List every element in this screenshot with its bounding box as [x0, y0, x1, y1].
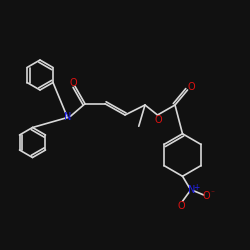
Text: N: N [188, 185, 195, 195]
Text: N: N [64, 112, 71, 122]
Text: +: + [194, 182, 200, 192]
Text: ⁻: ⁻ [210, 188, 214, 198]
Text: O: O [70, 78, 78, 88]
Text: O: O [178, 201, 185, 211]
Text: O: O [203, 191, 210, 201]
Text: O: O [188, 82, 195, 92]
Text: O: O [155, 116, 162, 126]
